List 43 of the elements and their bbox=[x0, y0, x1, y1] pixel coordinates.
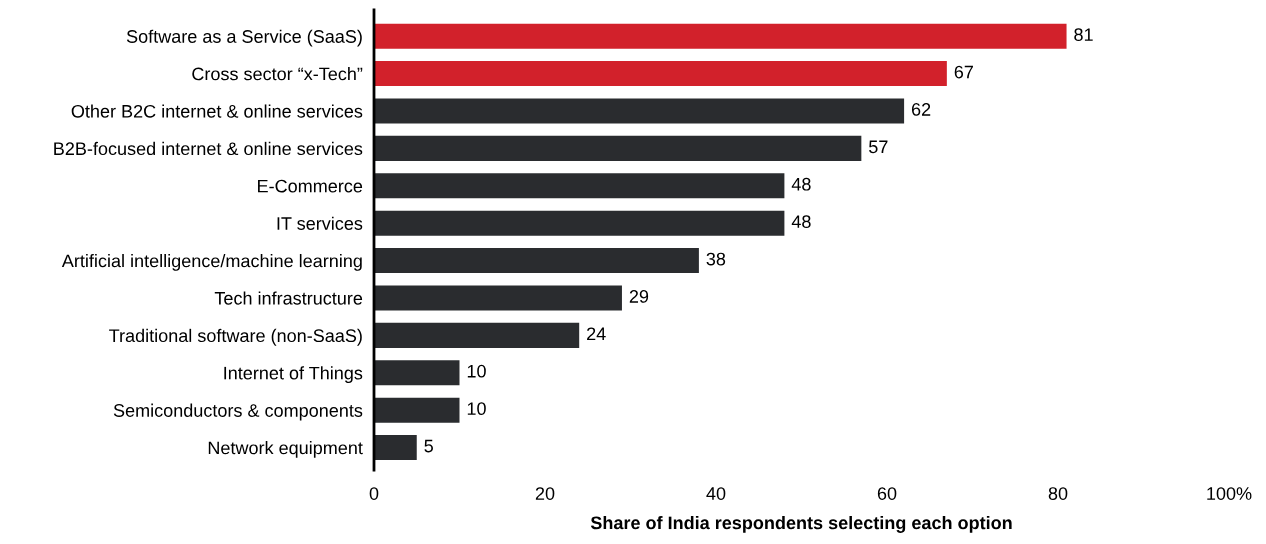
bar bbox=[374, 23, 1067, 49]
y-tick-label: Other B2C internet & online services bbox=[71, 104, 363, 118]
data-label: 29 bbox=[629, 290, 649, 303]
y-tick-label: Traditional software (non-SaaS) bbox=[109, 328, 362, 346]
y-tick-label: Tech infrastructure bbox=[214, 291, 363, 305]
x-tick-label: 80 bbox=[1048, 487, 1068, 500]
bar bbox=[374, 248, 699, 274]
data-label: 57 bbox=[869, 140, 888, 154]
bar bbox=[374, 173, 785, 199]
y-tick-label: Network equipment bbox=[208, 441, 363, 458]
x-tick-label: 40 bbox=[706, 487, 726, 500]
data-label: 67 bbox=[954, 65, 973, 79]
data-label: 5 bbox=[424, 439, 433, 453]
y-tick-label: Internet of Things bbox=[224, 366, 363, 384]
bar bbox=[374, 210, 785, 236]
y-tick-label: IT services bbox=[277, 216, 363, 230]
bar bbox=[374, 135, 862, 161]
bar bbox=[374, 322, 580, 348]
y-tick-label: Semiconductors & components bbox=[113, 403, 363, 421]
y-tick-label: E-Commerce bbox=[258, 179, 363, 193]
data-label: 24 bbox=[587, 327, 606, 341]
bar bbox=[374, 435, 417, 461]
x-tick-label: 100% bbox=[1207, 487, 1252, 500]
bar bbox=[374, 98, 905, 124]
data-label: 10 bbox=[467, 364, 486, 378]
bar bbox=[374, 61, 947, 87]
y-tick-label: B2B-focused internet & online services bbox=[54, 141, 363, 156]
x-tick-label: 60 bbox=[877, 487, 897, 500]
x-tick-label: 20 bbox=[535, 487, 555, 500]
data-label: 10 bbox=[467, 402, 486, 416]
x-axis-title: Share of India respondents selecting each option bbox=[590, 516, 1012, 533]
y-tick-label: Software as a Service (SaaS) bbox=[126, 29, 362, 47]
data-label: 81 bbox=[1074, 28, 1093, 42]
bar bbox=[374, 285, 622, 311]
bar bbox=[374, 397, 460, 423]
y-tick-label: Artificial intelligence/machine learning bbox=[61, 254, 362, 271]
data-label: 38 bbox=[706, 252, 726, 266]
bar bbox=[374, 360, 460, 386]
y-tick-label: Cross sector “x-Tech” bbox=[192, 67, 363, 81]
data-label: 48 bbox=[791, 215, 811, 229]
data-label: 62 bbox=[911, 103, 931, 116]
x-tick-label: 0 bbox=[369, 487, 379, 500]
data-label: 48 bbox=[791, 177, 811, 191]
